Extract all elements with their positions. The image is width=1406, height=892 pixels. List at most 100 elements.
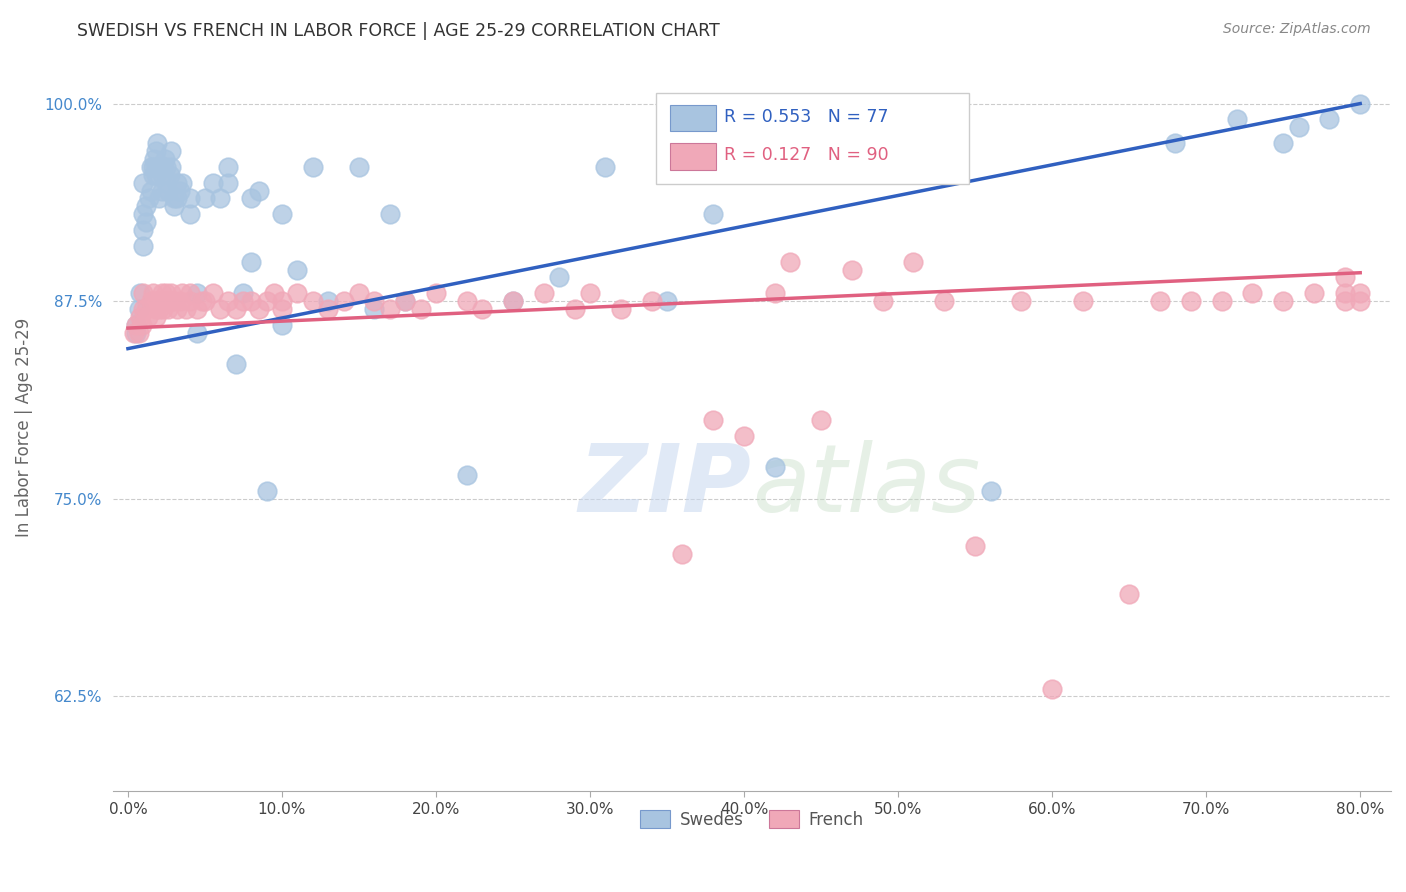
Point	[139, 184, 162, 198]
Text: Source: ZipAtlas.com: Source: ZipAtlas.com	[1223, 22, 1371, 37]
Point	[1348, 96, 1371, 111]
Point	[363, 302, 385, 317]
Point	[779, 254, 801, 268]
Point	[733, 428, 755, 442]
Point	[409, 302, 432, 317]
Point	[155, 294, 177, 309]
Point	[965, 539, 987, 553]
Text: R = 0.127   N = 90: R = 0.127 N = 90	[724, 146, 889, 164]
Point	[139, 160, 162, 174]
Point	[129, 286, 152, 301]
Point	[285, 262, 308, 277]
Point	[671, 547, 693, 561]
Point	[1241, 286, 1264, 301]
Point	[702, 413, 724, 427]
Point	[247, 302, 270, 317]
Point	[872, 294, 894, 309]
Point	[170, 176, 193, 190]
Point	[378, 207, 401, 221]
Point	[378, 302, 401, 317]
Point	[763, 286, 786, 301]
Point	[145, 144, 167, 158]
Point	[132, 223, 155, 237]
Point	[128, 302, 150, 317]
Text: ZIP: ZIP	[579, 440, 752, 532]
Point	[150, 168, 173, 182]
Point	[316, 302, 339, 317]
Point	[155, 160, 177, 174]
Point	[160, 160, 183, 174]
Point	[186, 326, 208, 340]
Point	[271, 294, 294, 309]
Point	[143, 294, 166, 309]
Point	[217, 160, 239, 174]
Point	[232, 294, 254, 309]
Point	[160, 144, 183, 158]
Point	[332, 294, 354, 309]
Point	[240, 294, 263, 309]
Point	[394, 294, 416, 309]
Point	[156, 302, 179, 317]
Point	[810, 413, 832, 427]
Point	[124, 318, 146, 332]
Point	[170, 286, 193, 301]
Point	[564, 302, 586, 317]
Point	[160, 286, 183, 301]
Point	[1010, 294, 1032, 309]
Point	[1180, 294, 1202, 309]
Point	[146, 136, 169, 150]
Point	[1071, 294, 1094, 309]
Point	[194, 191, 217, 205]
Point	[160, 294, 183, 309]
Point	[166, 176, 188, 190]
Point	[142, 168, 165, 182]
Point	[159, 168, 181, 182]
Point	[153, 152, 176, 166]
Point	[471, 302, 494, 317]
Point	[256, 483, 278, 498]
Point	[163, 191, 186, 205]
Point	[347, 160, 370, 174]
Point	[1288, 120, 1310, 135]
Point	[191, 294, 214, 309]
Point	[169, 294, 191, 309]
Point	[209, 302, 232, 317]
Point	[155, 176, 177, 190]
Point	[142, 286, 165, 301]
Point	[763, 460, 786, 475]
FancyBboxPatch shape	[669, 144, 716, 169]
Point	[163, 294, 186, 309]
Point	[148, 160, 170, 174]
Point	[610, 302, 633, 317]
Point	[145, 310, 167, 324]
Point	[1272, 136, 1295, 150]
Point	[150, 184, 173, 198]
Point	[502, 294, 524, 309]
Text: atlas: atlas	[752, 441, 980, 532]
Point	[456, 294, 478, 309]
Point	[655, 294, 678, 309]
Point	[1149, 294, 1171, 309]
Y-axis label: In Labor Force | Age 25-29: In Labor Force | Age 25-29	[15, 318, 32, 537]
Point	[135, 215, 157, 229]
Point	[166, 191, 188, 205]
Point	[240, 191, 263, 205]
Point	[533, 286, 555, 301]
Point	[152, 160, 174, 174]
Point	[136, 310, 159, 324]
Point	[156, 184, 179, 198]
Point	[135, 199, 157, 213]
Text: R = 0.553   N = 77: R = 0.553 N = 77	[724, 108, 889, 126]
Point	[225, 358, 247, 372]
Point	[285, 286, 308, 301]
Point	[271, 318, 294, 332]
Point	[145, 160, 167, 174]
Point	[179, 191, 201, 205]
Point	[217, 294, 239, 309]
Point	[425, 286, 447, 301]
Point	[186, 286, 208, 301]
Point	[131, 318, 153, 332]
Point	[143, 152, 166, 166]
Point	[1348, 294, 1371, 309]
Point	[595, 160, 617, 174]
